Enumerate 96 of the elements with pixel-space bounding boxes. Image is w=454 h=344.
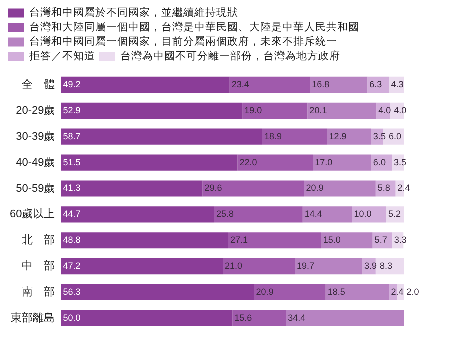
data-label: 20.9 bbox=[306, 183, 324, 194]
data-label: 22.0 bbox=[240, 157, 258, 168]
data-label: 5.8 bbox=[378, 183, 390, 194]
bar bbox=[310, 76, 368, 94]
bar bbox=[304, 180, 376, 197]
data-label: 4.3 bbox=[391, 79, 404, 90]
y-tick-label: 30-39歲 bbox=[16, 130, 56, 143]
data-label: 23.4 bbox=[232, 79, 250, 90]
data-label: 6.3 bbox=[370, 79, 382, 90]
bar bbox=[308, 102, 377, 119]
y-tick-label: 60歲以上 bbox=[10, 208, 56, 221]
data-label: 2.4 bbox=[398, 183, 410, 194]
bar bbox=[61, 206, 214, 223]
bar bbox=[286, 310, 404, 326]
bar bbox=[262, 128, 328, 145]
legend-label: 台灣和中國同屬一個國家，目前分屬兩個政府，未來不排斥統一 bbox=[29, 35, 338, 48]
legend-label: 拒答／不知道 bbox=[28, 50, 96, 63]
y-tick-label: 20-29歲 bbox=[16, 104, 56, 117]
bar bbox=[230, 76, 310, 94]
data-label: 25.8 bbox=[216, 209, 234, 220]
data-label: 49.2 bbox=[63, 79, 81, 90]
y-tick-label: 40-49歲 bbox=[16, 156, 56, 169]
y-tick-label: 東部離島 bbox=[11, 311, 56, 324]
data-label: 19.7 bbox=[297, 261, 315, 272]
bar bbox=[321, 232, 373, 249]
bar bbox=[223, 258, 295, 275]
y-tick-label: 北 部 bbox=[22, 234, 56, 247]
bar bbox=[376, 180, 396, 197]
data-label: 34.4 bbox=[288, 312, 306, 323]
y-tick-label: 全 體 bbox=[22, 79, 56, 91]
data-label: 51.5 bbox=[63, 157, 81, 168]
data-label: 12.9 bbox=[329, 131, 347, 142]
bar bbox=[238, 154, 314, 171]
data-label: 58.7 bbox=[63, 131, 81, 142]
bar bbox=[61, 258, 224, 275]
data-label: 18.5 bbox=[328, 286, 346, 297]
data-label: 50.0 bbox=[63, 312, 81, 323]
bar bbox=[61, 128, 262, 145]
bar bbox=[327, 128, 372, 145]
data-label: 47.2 bbox=[63, 261, 81, 272]
bar bbox=[214, 206, 303, 223]
bar bbox=[61, 232, 229, 249]
bar bbox=[242, 102, 308, 119]
bar bbox=[61, 180, 203, 197]
bar bbox=[61, 102, 243, 119]
data-label: 15.0 bbox=[323, 235, 341, 246]
data-label: 2.0 bbox=[406, 286, 420, 297]
bar bbox=[61, 284, 254, 301]
data-label: 52.9 bbox=[63, 105, 81, 116]
bar bbox=[313, 154, 372, 171]
y-tick-label: 中 部 bbox=[22, 260, 56, 273]
data-label: 44.7 bbox=[63, 209, 81, 220]
data-label: 6.0 bbox=[373, 157, 386, 168]
data-label: 15.6 bbox=[234, 312, 252, 323]
legend-label: 台灣和中國屬於不同國家，並繼續維持現狀 bbox=[29, 6, 238, 20]
bar bbox=[61, 154, 238, 171]
legend-label: 台灣為中國不可分離一部份，台灣為地方政府 bbox=[120, 50, 340, 63]
data-label: 18.9 bbox=[264, 131, 282, 142]
data-label: 20.9 bbox=[256, 286, 274, 297]
data-label: 21.0 bbox=[225, 261, 243, 272]
data-label: 14.4 bbox=[304, 209, 322, 220]
data-label: 56.3 bbox=[63, 286, 81, 297]
y-tick-label: 50-59歲 bbox=[16, 182, 56, 195]
data-label: 3.5 bbox=[394, 157, 407, 168]
bar bbox=[295, 258, 363, 275]
data-label: 27.1 bbox=[230, 235, 248, 246]
bar bbox=[61, 310, 233, 326]
bar bbox=[232, 310, 286, 326]
data-label: 3.5 bbox=[373, 131, 386, 142]
legend-label: 台灣和大陸同屬一個中國，台灣是中華民國、大陸是中華人民共和國 bbox=[29, 20, 360, 34]
data-label: 2.4 bbox=[391, 286, 404, 297]
bar bbox=[302, 206, 352, 223]
bar bbox=[371, 154, 392, 171]
data-label: 29.6 bbox=[204, 183, 222, 194]
data-label: 3.3 bbox=[394, 235, 407, 246]
bar bbox=[202, 180, 304, 197]
data-label: 20.1 bbox=[310, 105, 328, 116]
data-label: 6.0 bbox=[388, 131, 402, 142]
data-label: 41.3 bbox=[63, 183, 81, 194]
bar bbox=[254, 284, 326, 301]
data-label: 8.3 bbox=[380, 261, 393, 272]
bar bbox=[228, 232, 322, 249]
data-label: 4.0 bbox=[378, 105, 392, 116]
data-label: 19.0 bbox=[244, 105, 262, 116]
data-label: 4.0 bbox=[394, 105, 407, 116]
data-label: 16.8 bbox=[312, 79, 330, 90]
data-label: 3.9 bbox=[364, 261, 378, 272]
y-tick-label: 南 部 bbox=[22, 286, 56, 299]
bar bbox=[61, 76, 230, 94]
bar bbox=[352, 206, 387, 223]
bar bbox=[326, 284, 390, 301]
data-label: 48.8 bbox=[63, 235, 81, 246]
data-label: 17.0 bbox=[315, 157, 333, 168]
data-label: 10.0 bbox=[354, 209, 372, 220]
data-label: 5.7 bbox=[374, 235, 388, 246]
data-label: 5.2 bbox=[388, 209, 402, 220]
